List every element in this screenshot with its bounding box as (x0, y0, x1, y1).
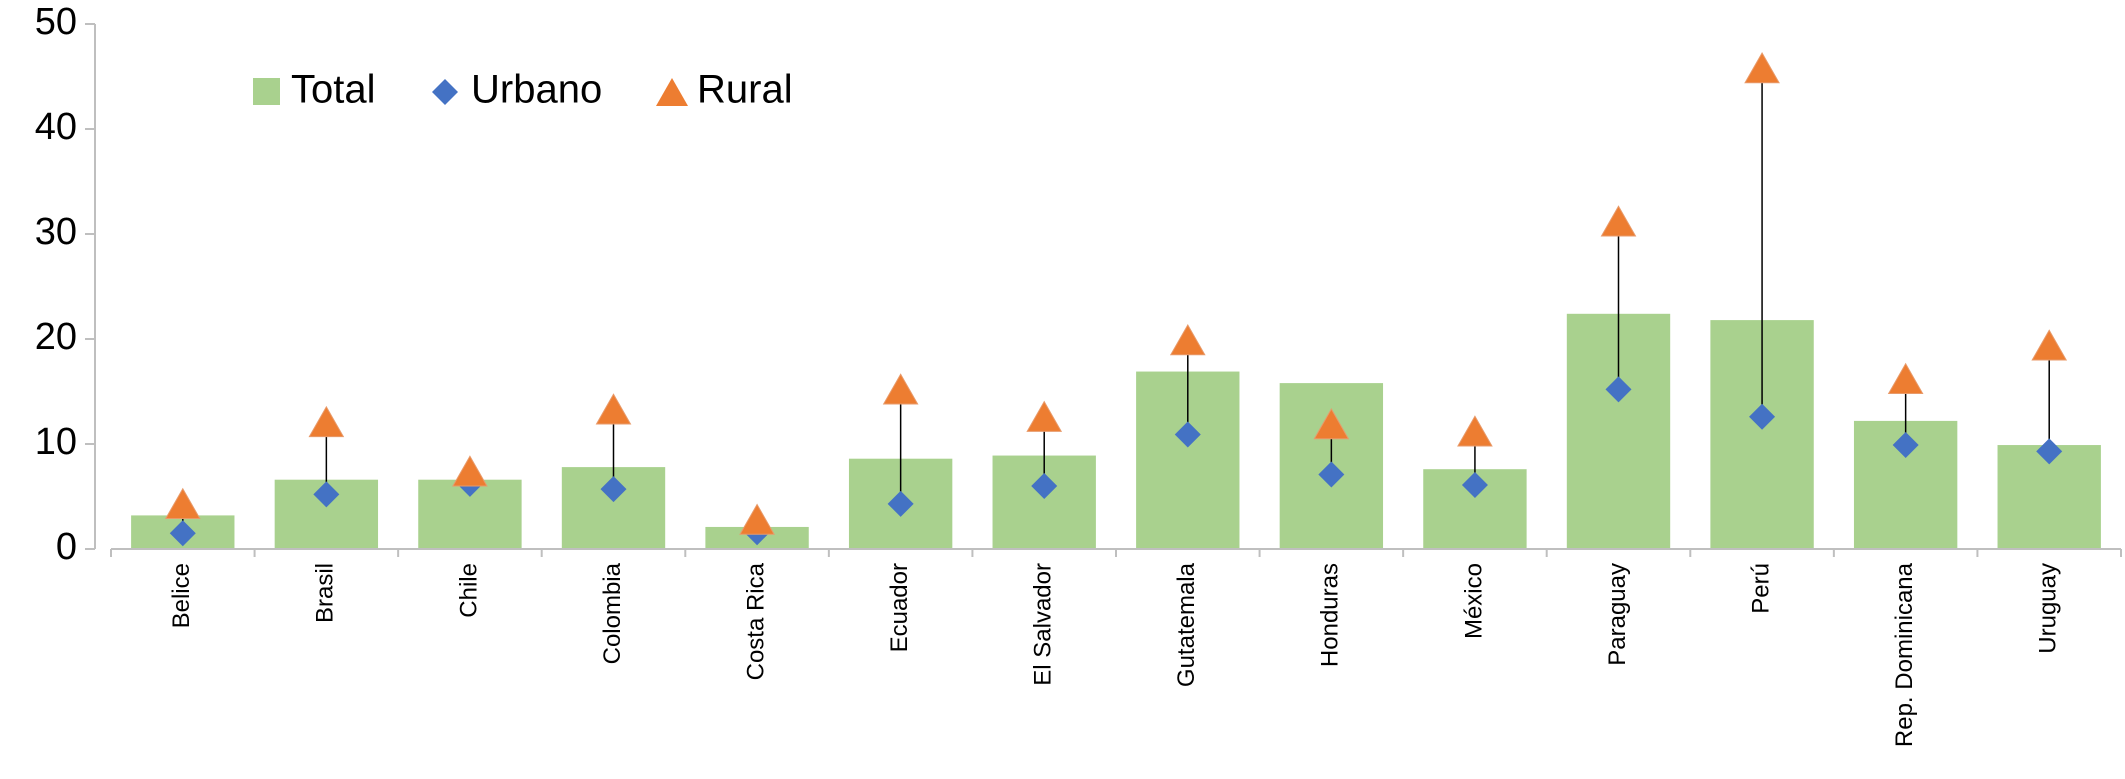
urban-marker (1892, 432, 1919, 459)
legend-swatch (432, 79, 458, 105)
x-tick-label: Paraguay (1604, 563, 1631, 666)
urban-marker (1605, 376, 1632, 403)
y-tick-label: 20 (35, 316, 77, 358)
y-tick-label: 0 (56, 526, 77, 568)
legend-swatch (253, 78, 280, 105)
rural-marker (1600, 205, 1637, 237)
legend-label: Rural (697, 68, 793, 112)
x-tick-label: México (1460, 563, 1487, 639)
rural-marker (1457, 415, 1493, 447)
urban-marker (1174, 421, 1201, 448)
urban-marker (313, 481, 340, 508)
y-tick-label: 50 (35, 1, 77, 43)
rural-marker (452, 455, 488, 487)
rural-marker (1887, 362, 1924, 395)
legend-label: Urbano (471, 68, 602, 112)
y-tick-label: 40 (35, 106, 77, 148)
rural-marker (308, 405, 345, 438)
urban-marker (600, 476, 627, 503)
x-tick-label: Rep. Dominicana (1891, 562, 1918, 747)
rural-marker (1026, 400, 1063, 432)
x-tick-label: Brasil (312, 563, 339, 623)
rural-marker (1313, 407, 1350, 440)
rural-marker (882, 373, 919, 405)
x-tick-label: Honduras (1317, 563, 1344, 667)
urban-marker (2036, 438, 2063, 465)
y-tick-label: 30 (35, 211, 77, 253)
urban-marker (1318, 461, 1345, 488)
x-tick-label: Gutatemala (1173, 562, 1200, 687)
rural-marker (1169, 323, 1206, 356)
x-tick-label: Perú (1747, 563, 1774, 614)
legend-label: Total (291, 68, 376, 112)
x-tick-label: Ecuador (886, 563, 913, 652)
x-tick-label: Colombia (599, 562, 626, 664)
urban-marker (887, 490, 914, 517)
rural-marker (2031, 329, 2068, 361)
rural-marker (164, 487, 201, 519)
x-tick-label: Costa Rica (742, 562, 769, 680)
rural-marker (595, 393, 632, 425)
urban-marker (169, 520, 196, 547)
legend-swatch (656, 78, 688, 106)
rural-marker (1744, 51, 1780, 84)
x-tick-label: Uruguay (2035, 563, 2062, 654)
urban-marker (1031, 473, 1058, 499)
rural-marker (739, 503, 775, 535)
y-tick-label: 10 (35, 421, 77, 463)
x-tick-label: El Salvador (1030, 563, 1057, 686)
x-tick-label: Chile (455, 563, 482, 618)
x-tick-label: Belice (168, 563, 195, 628)
urban-marker (1461, 471, 1488, 498)
urban-marker (1749, 403, 1776, 430)
